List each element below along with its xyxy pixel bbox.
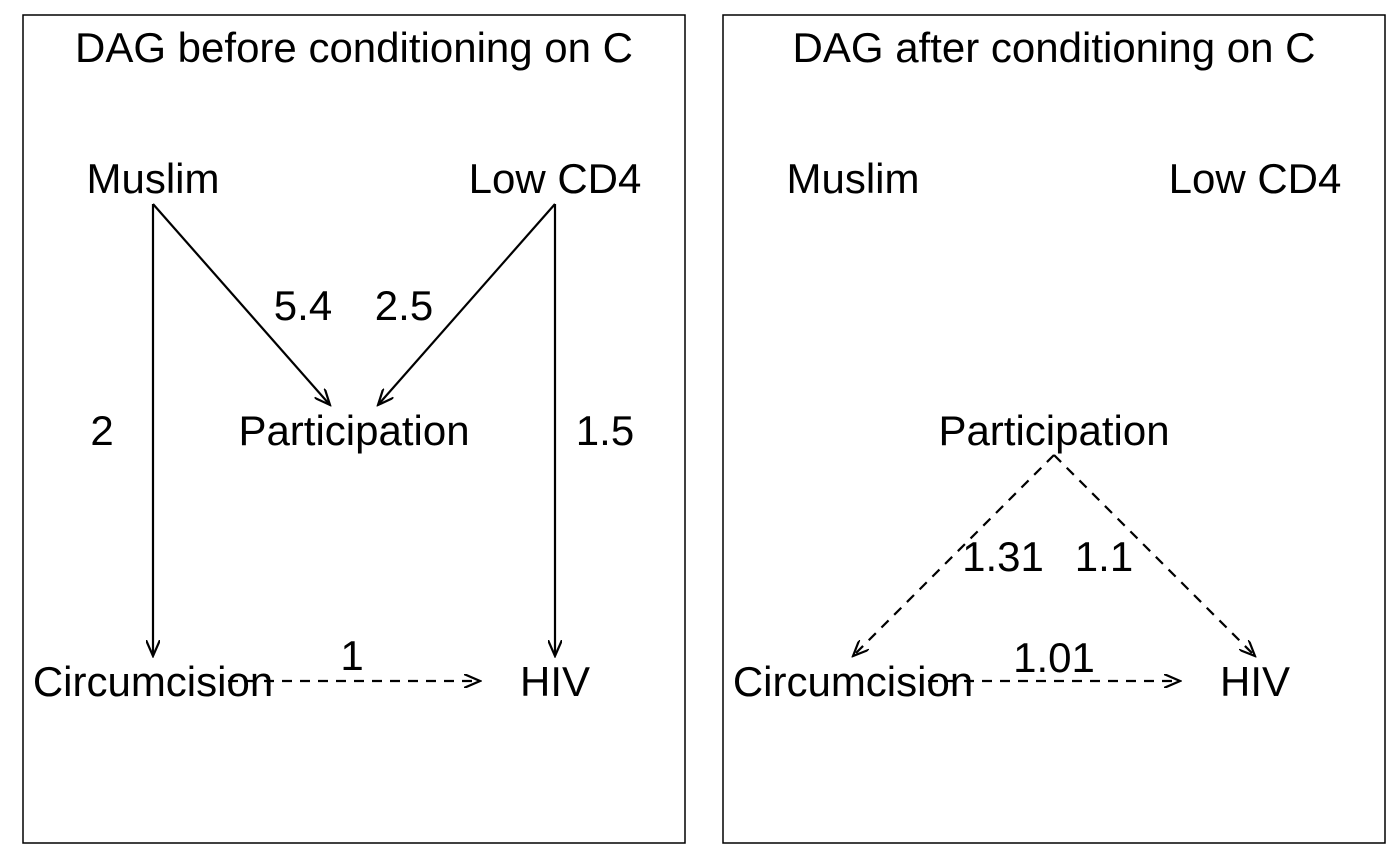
node-circumcision-right: Circumcision xyxy=(733,658,973,705)
node-low-cd4: Low CD4 xyxy=(469,155,642,202)
right-panel-frame xyxy=(722,14,1386,844)
node-circumcision: Circumcision xyxy=(33,658,273,705)
node-hiv: HIV xyxy=(520,658,590,705)
node-participation-right: Participation xyxy=(938,407,1169,454)
label-lowcd4-hiv: 1.5 xyxy=(576,407,634,454)
node-hiv-right: HIV xyxy=(1220,658,1290,705)
left-panel: DAG before conditioning on C Muslim Low … xyxy=(22,14,686,844)
label-circumcision-hiv-right: 1.01 xyxy=(1013,634,1095,681)
left-panel-title: DAG before conditioning on C xyxy=(75,24,633,71)
node-muslim: Muslim xyxy=(87,155,220,202)
edge-muslim-participation xyxy=(152,203,330,405)
edge-participation-circumcision xyxy=(853,454,1055,656)
label-muslim-circumcision: 2 xyxy=(90,407,113,454)
label-participation-circumcision: 1.31 xyxy=(962,533,1044,580)
label-circumcision-hiv: 1 xyxy=(340,632,363,679)
node-muslim-right: Muslim xyxy=(787,155,920,202)
node-low-cd4-right: Low CD4 xyxy=(1169,155,1342,202)
right-panel: DAG after conditioning on C Muslim Low C… xyxy=(722,14,1386,844)
label-lowcd4-participation: 2.5 xyxy=(375,282,433,329)
left-panel-frame xyxy=(22,14,686,844)
edge-lowcd4-participation xyxy=(378,203,556,405)
edge-participation-hiv xyxy=(1053,454,1255,656)
label-muslim-participation: 5.4 xyxy=(274,282,332,329)
right-panel-title: DAG after conditioning on C xyxy=(793,24,1316,71)
node-participation: Participation xyxy=(238,407,469,454)
label-participation-hiv: 1.1 xyxy=(1075,533,1133,580)
